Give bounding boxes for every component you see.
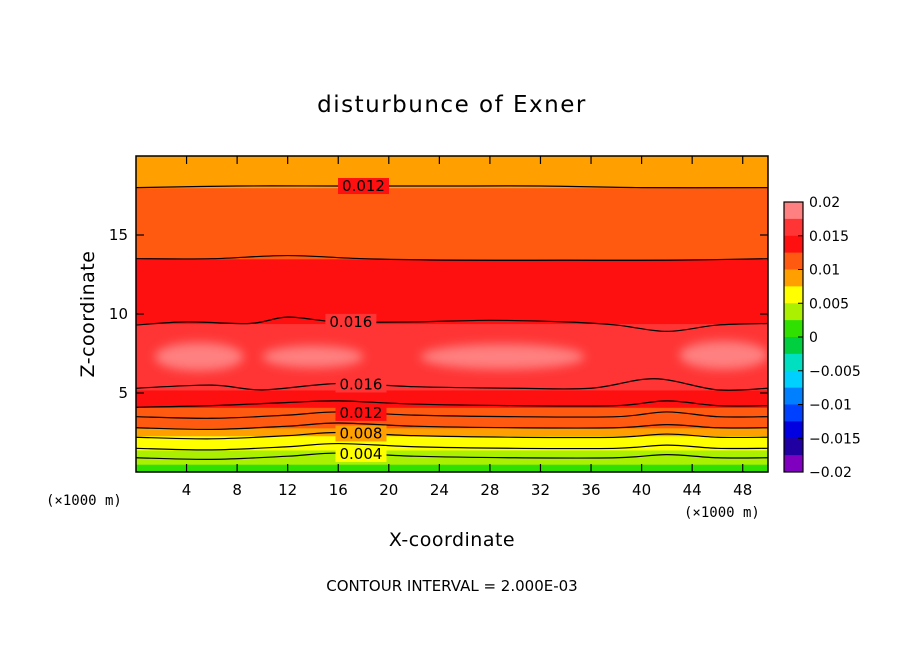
colorbar-tick-label-0: 0.02 [809,195,840,211]
y-axis-unit: (×1000 m) [46,493,122,509]
contour-line-0 [136,452,768,460]
contour-labels: 0.004 0.008 0.012 0.016 0.016 0.012 [325,177,390,463]
colorbar-tick-label-5: −0.005 [809,364,861,380]
contour-label-4: 0.012 [335,404,387,422]
x-axis-unit: (×1000 m) [684,505,760,521]
contour-band-13 [136,216,768,260]
contour-line-7 [136,316,768,332]
colorbar-segment-10 [784,370,803,389]
y-tick-label-15: 15 [109,226,128,244]
colorbar-tick-label-2: 0.01 [809,263,840,279]
colorbar-segment-14 [784,438,803,456]
svg-text:0.004: 0.004 [340,445,383,463]
x-tick-label-4: 4 [182,481,192,499]
contour-lines [136,185,768,460]
colorbar-segment-3 [784,252,803,270]
colorbar-segment-12 [784,404,803,422]
colorbar-tick-label-4: 0 [809,330,818,346]
colorbar-tick-label-8: −0.02 [809,465,852,481]
colorbar-segment-4 [784,269,803,287]
colorbar-segment-13 [784,421,803,439]
x-tick-label-40: 40 [632,481,651,499]
contour-line-5 [136,400,768,408]
y-axis-title: Z-coordinate [77,251,99,378]
contour-maximum-patch-0 [154,342,244,371]
x-axis-title: X-coordinate [389,529,515,551]
plot-area: 0.004 0.008 0.012 0.016 0.016 0.012 [136,156,768,472]
contour-label-0: 0.004 [335,445,387,463]
colorbar-segment-1 [784,218,803,237]
colorbar-tick-label-6: −0.01 [809,398,852,414]
svg-text:0.016: 0.016 [340,375,383,393]
x-tick-label-12: 12 [278,481,297,499]
x-tick-label-36: 36 [581,481,600,499]
colorbar-segment-6 [784,303,803,321]
contour-band-11 [136,323,768,344]
contour-band-4 [136,435,768,445]
colorbar [783,201,804,473]
x-tick-label-32: 32 [531,481,550,499]
colorbar-ticks: 0.02 0.015 0.01 0.005 0 −0.005 −0.01 −0.015 −0.0… [798,195,861,481]
contour-line-6 [136,378,768,391]
contour-band-5 [136,427,768,437]
contour-line-9 [136,185,768,189]
contour-band-1 [136,456,768,465]
contour-maximum-patch-2 [420,344,585,370]
colorbar-segment-8 [784,337,803,355]
x-tick-label-44: 44 [683,481,702,499]
contour-line-4 [136,411,768,419]
colorbar-segment-2 [784,235,803,254]
contour-label-7: 0.016 [325,313,377,331]
x-tick-label-16: 16 [329,481,348,499]
x-tick-label-28: 28 [480,481,499,499]
contour-label-9: 0.012 [338,177,390,195]
svg-text:0.012: 0.012 [340,404,383,422]
y-tick-label-10: 10 [109,305,128,323]
contour-maximum-patch-1 [262,345,364,368]
contour-band-0 [136,464,768,472]
contour-line-1 [136,442,768,451]
chart-title: disturbunce of Exner [317,92,587,118]
filled-contour-maxima [154,340,768,371]
x-axis-ticks: 4 8 12 16 20 24 28 32 36 40 44 48 [182,156,752,499]
colorbar-tick-label-7: −0.015 [809,431,861,447]
colorbar-segment-15 [784,455,803,473]
x-tick-label-8: 8 [232,481,242,499]
contour-band-15 [136,156,768,189]
svg-text:0.008: 0.008 [340,424,383,442]
colorbar-segment-11 [784,387,803,405]
contour-line-3 [136,422,768,430]
colorbar-segment-7 [784,320,803,338]
contour-interval-note: CONTOUR INTERVAL = 2.000E-03 [326,577,577,595]
contour-label-6: 0.016 [335,375,387,393]
colorbar-segment-0 [784,202,803,220]
contour-label-2: 0.008 [335,424,387,442]
contour-band-2 [136,449,768,457]
colorbar-tick-label-1: 0.015 [809,229,849,245]
svg-text:0.012: 0.012 [342,177,385,195]
y-tick-label-5: 5 [118,384,128,402]
filled-contour-bands [136,156,768,472]
contour-band-12 [136,258,768,325]
contour-band-7 [136,407,768,419]
contour-line-8 [136,254,768,261]
colorbar-segment-9 [784,353,803,372]
contour-band-6 [136,418,768,429]
contour-band-8 [136,389,768,408]
x-tick-label-24: 24 [430,481,449,499]
svg-text:0.016: 0.016 [329,313,372,331]
contour-band-14 [136,187,768,217]
x-tick-label-20: 20 [379,481,398,499]
colorbar-tick-label-3: 0.005 [809,296,849,312]
colorbar-segment-5 [784,286,803,304]
x-tick-label-48: 48 [733,481,752,499]
contour-maximum-patch-3 [679,340,768,370]
y-axis-ticks: 5 10 15 [109,226,768,402]
contour-line-2 [136,431,768,440]
